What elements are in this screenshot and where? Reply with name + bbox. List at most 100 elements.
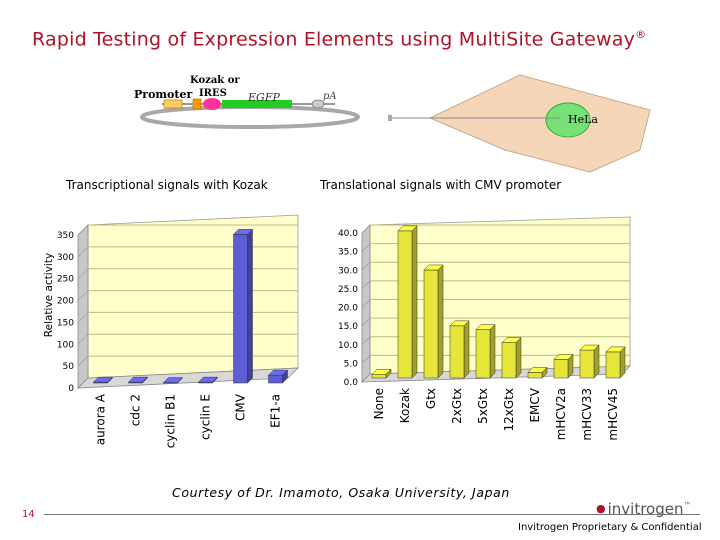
right-category-label: None — [372, 388, 386, 419]
left-category-label: cyclin E — [199, 394, 213, 440]
ires-label: IRES — [199, 88, 227, 99]
promoter-box — [163, 99, 183, 109]
left-category-label: aurora A — [94, 393, 108, 445]
right-bar-top — [371, 369, 392, 375]
right-bar-top — [527, 367, 548, 373]
right-grid-side — [361, 280, 371, 290]
left-grid-side — [77, 290, 89, 301]
right-bar — [449, 325, 465, 379]
right-y-tick-label: 40.0 — [338, 229, 358, 239]
left-chart-title: Transcriptional signals with Kozak — [66, 178, 268, 192]
confidential-note: Invitrogen Proprietary & Confidential — [518, 522, 702, 533]
right-category-label: EMCV — [528, 387, 542, 422]
left-bar — [233, 234, 248, 384]
right-category-label: 12xGtx — [502, 388, 516, 431]
right-bar — [423, 269, 439, 379]
right-category-label: Gtx — [424, 388, 438, 409]
right-y-tick-label: 15.0 — [338, 322, 358, 332]
left-y-axis-label: Relative activity — [43, 253, 55, 337]
left-grid-side — [77, 246, 89, 258]
right-bar-side — [437, 264, 444, 379]
right-y-tick-label: 5.0 — [344, 359, 359, 369]
right-bar-top — [579, 344, 600, 351]
right-bar-top — [501, 337, 522, 343]
left-bar-top — [232, 229, 254, 235]
construct-diagram — [140, 74, 651, 173]
right-y-tick-label: 35.0 — [338, 248, 358, 258]
promoter-label: Promoter — [134, 88, 193, 101]
right-bar-side — [515, 337, 522, 379]
left-bar-top — [92, 376, 114, 383]
left-bar-top — [197, 376, 219, 383]
right-y-tick-label: 30.0 — [338, 266, 358, 276]
right-chart-title: Translational signals with CMV promoter — [320, 178, 562, 192]
left-category-label: cyclin B1 — [164, 394, 178, 448]
right-y-tick-label: 20.0 — [338, 304, 358, 314]
arrow-tail — [388, 115, 392, 121]
right-grid-side — [361, 224, 371, 234]
left-grid-side — [77, 268, 89, 279]
brand-text: invitrogen — [607, 500, 684, 518]
invitrogen-logo: ● invitrogen™ — [596, 500, 691, 518]
kozak-or-label: Kozak or — [190, 75, 240, 86]
right-bar — [553, 359, 569, 379]
left-y-tick-label: 350 — [57, 231, 74, 241]
right-bar-side — [593, 344, 600, 379]
left-y-tick-label: 50 — [63, 362, 75, 372]
ires-element — [203, 98, 221, 110]
left-grid-side — [77, 312, 89, 323]
right-grid-side — [361, 262, 371, 271]
left-y-tick-label: 200 — [57, 297, 74, 307]
left-plot-wall — [87, 214, 299, 379]
right-bar — [579, 349, 595, 379]
right-bar-top — [553, 354, 574, 360]
left-category-label: EF1-a — [269, 394, 283, 428]
left-grid-side — [77, 355, 89, 367]
footer-divider — [44, 514, 700, 515]
right-category-label: 5xGtx — [476, 388, 490, 424]
charts-canvas: 0 50 100 150 200 250 300 350 aurora A cdc 2 cyclin… — [43, 214, 631, 448]
left-bar-top — [162, 377, 184, 383]
left-bar-side — [247, 228, 253, 384]
left-grid-side — [77, 224, 89, 236]
right-category-label: mHCV33 — [580, 388, 594, 441]
egfp-label: EGFP — [248, 91, 280, 104]
right-grid-side — [361, 299, 371, 308]
left-y-tick-label: 150 — [57, 318, 74, 328]
pa-label: pA — [323, 91, 337, 102]
right-bar-side — [411, 225, 418, 379]
right-bar — [605, 351, 621, 379]
kozak-ires-box — [192, 98, 202, 110]
right-grid-side — [361, 243, 371, 252]
left-bar-top — [267, 369, 289, 376]
right-bar-top — [605, 346, 626, 353]
left-y-tick-label: 300 — [57, 253, 74, 263]
egfp-box — [222, 100, 292, 108]
right-bar — [527, 372, 543, 379]
left-bar-top — [127, 376, 149, 383]
left-y-tick-label: 250 — [57, 275, 74, 285]
right-bar-top — [475, 324, 496, 330]
right-category-label: mHCV45 — [606, 388, 620, 441]
right-bar-side — [463, 320, 470, 379]
slide-title: Rapid Testing of Expression Elements usi… — [32, 28, 646, 50]
right-bar — [371, 374, 387, 379]
left-y-tick-label: 100 — [57, 340, 74, 350]
right-category-label: mHCV2a — [554, 388, 568, 440]
right-grid-side — [361, 355, 371, 364]
left-y-tick-label: 0 — [68, 384, 74, 394]
right-grid-side — [361, 317, 371, 327]
left-category-label: cdc 2 — [129, 394, 143, 426]
gfp-nucleus — [545, 102, 591, 138]
left-grid-side — [77, 334, 89, 345]
logo-mark-icon: ● — [596, 502, 606, 515]
pa-element — [311, 99, 325, 109]
right-category-label: 2xGtx — [450, 388, 464, 424]
page-number: 14 — [22, 509, 35, 520]
hela-cell — [428, 74, 651, 173]
hela-label: HeLa — [568, 113, 598, 126]
right-bar-side — [619, 346, 626, 379]
right-category-label: Kozak — [398, 388, 412, 423]
left-category-label: CMV — [234, 393, 248, 421]
registered-mark: ® — [635, 28, 647, 41]
